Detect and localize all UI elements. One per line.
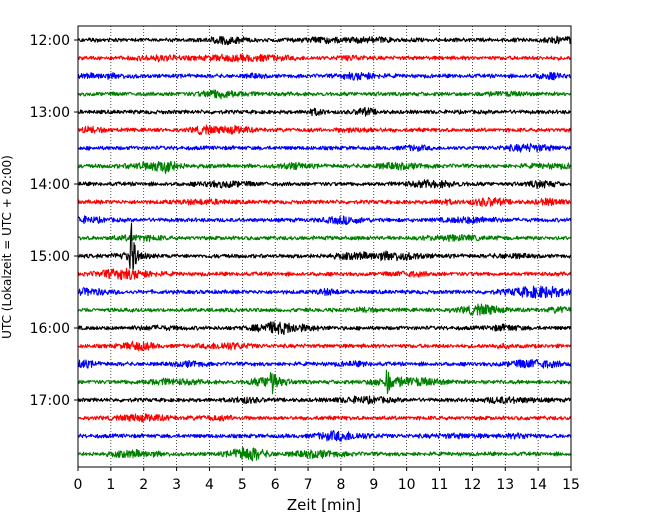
seismic-trace	[77, 71, 572, 81]
seismic-trace	[77, 395, 572, 405]
x-tick-label: 12	[463, 477, 481, 493]
y-tick-label: 14:00	[30, 177, 70, 193]
x-tick-label: 8	[336, 477, 345, 493]
seismic-trace	[77, 124, 572, 136]
seismic-trace	[77, 358, 572, 369]
seismic-trace	[77, 234, 572, 243]
seismic-trace	[77, 106, 572, 117]
seismic-trace	[77, 215, 572, 225]
x-tick-label: 4	[205, 477, 214, 493]
x-tick-label: 1	[106, 477, 115, 493]
y-tick-label: 12:00	[30, 33, 70, 49]
trace-layer	[77, 35, 572, 462]
seismic-trace	[77, 196, 572, 208]
plot-area	[78, 26, 571, 467]
seismic-trace	[77, 321, 572, 336]
y-tick-label: 17:00	[30, 393, 70, 409]
seismic-trace	[77, 222, 572, 271]
y-tick-label: 13:00	[30, 105, 70, 121]
seismic-trace	[77, 53, 572, 63]
y-axis-ticks: 12:00 13:00 14:00 15:00 16:00 17:00	[30, 33, 78, 409]
seismic-trace	[77, 35, 572, 46]
x-axis-ticks: 0 1 2 3 4 5 6 7 8 9 10 11 12 13 14 15	[74, 467, 580, 493]
y-tick-label: 15:00	[30, 249, 70, 265]
x-tick-label: 9	[369, 477, 378, 493]
seismic-trace	[77, 179, 572, 189]
seismic-trace	[77, 89, 572, 100]
seismic-trace	[77, 369, 572, 395]
seismic-trace	[77, 160, 572, 175]
x-tick-label: 2	[139, 477, 148, 493]
seismic-trace	[77, 340, 572, 351]
x-tick-label: 6	[271, 477, 280, 493]
seismic-trace	[77, 143, 572, 153]
seismic-trace	[77, 429, 572, 442]
x-tick-label: 11	[431, 477, 449, 493]
x-axis-label: Zeit [min]	[287, 496, 361, 514]
x-tick-label: 3	[172, 477, 181, 493]
x-tick-label: 7	[304, 477, 313, 493]
y-axis-label: UTC (Lokalzeit = UTC + 02:00)	[0, 155, 14, 339]
x-tick-label: 13	[496, 477, 514, 493]
seismic-trace	[77, 413, 572, 423]
x-tick-label: 0	[74, 477, 83, 493]
x-tick-label: 14	[529, 477, 547, 493]
x-tick-label: 5	[238, 477, 247, 493]
seismic-trace	[77, 303, 572, 316]
x-tick-label: 10	[398, 477, 416, 493]
x-tick-label: 15	[562, 477, 580, 493]
plot-frame	[77, 25, 572, 468]
seismic-trace	[77, 267, 572, 281]
y-tick-label: 16:00	[30, 321, 70, 337]
seismic-trace	[77, 285, 572, 299]
seismic-trace	[77, 446, 572, 462]
